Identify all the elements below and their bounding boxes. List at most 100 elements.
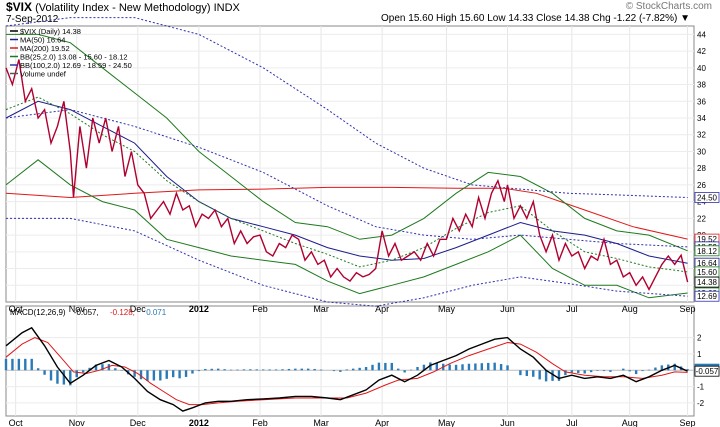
macd-y-tick-label: -2: [697, 399, 705, 408]
macd-histogram-bar: [416, 367, 419, 371]
macd-y-tick-label: 2: [697, 334, 702, 343]
macd-histogram-bar: [673, 363, 676, 371]
macd-histogram-bar: [300, 368, 303, 371]
x-tick-label: 2012: [189, 418, 209, 427]
macd-histogram-bar: [628, 370, 631, 372]
macd-histogram-bar: [197, 370, 201, 372]
macd-histogram-bar: [24, 358, 27, 371]
series-line-macd: [5, 326, 688, 412]
macd-histogram-bar: [641, 370, 644, 372]
y-tick-label: 32: [697, 131, 706, 140]
series-line-bb-25-2-0-lower: [5, 159, 688, 299]
macd-histogram-bar: [171, 370, 175, 378]
macd-histogram-bar: [480, 363, 484, 371]
macd-histogram-bar: [532, 370, 535, 377]
x-tick-label: Dec: [130, 418, 147, 427]
macd-histogram-bar: [114, 368, 117, 371]
series-line-bb-100-2-0-lower: [6, 217, 688, 307]
macd-histogram-bar: [4, 358, 8, 371]
macd-histogram-bar: [223, 369, 226, 371]
legend-entry: MA(50) 16.64: [20, 36, 65, 45]
macd-histogram-bar: [409, 369, 413, 371]
x-tick-label: Feb: [252, 304, 268, 314]
macd-histogram-bar: [56, 370, 59, 384]
value-tag: [694, 276, 720, 288]
x-tick-label: Jun: [500, 304, 515, 314]
x-tick-label: Feb: [252, 418, 268, 427]
x-tick-label: Nov: [69, 418, 86, 427]
macd-histogram-bar: [377, 362, 381, 371]
series-line-bb-100-2-0-middle: [5, 109, 688, 248]
y-tick-label: 28: [697, 164, 706, 173]
macd-legend-entry: -0.128,: [110, 308, 135, 317]
x-tick-label: Oct: [9, 418, 24, 427]
exchange: INDX: [213, 2, 240, 14]
macd-histogram-bar: [261, 369, 265, 371]
macd-histogram-bar: [36, 368, 40, 371]
macd-histogram-bar: [538, 370, 541, 380]
y-tick-label: 30: [697, 147, 706, 156]
macd-y-tick-label: -1: [697, 383, 705, 392]
macd-histogram-bar: [564, 370, 567, 376]
macd-histogram-bar: [204, 368, 207, 371]
macd-histogram-bar: [448, 364, 451, 371]
x-tick-label: Apr: [375, 304, 389, 314]
value-tag-text: -0.057: [696, 367, 719, 376]
macd-histogram-bar: [81, 370, 85, 373]
chart-header: $VIX (Volatility Index - New Methodology…: [6, 0, 240, 14]
symbol: $VIX: [6, 0, 33, 14]
macd-histogram-bar: [43, 370, 46, 375]
legend-entry: BB(100,2.0) 12.69 - 18.59 - 24.50: [20, 61, 132, 70]
macd-histogram-bar: [216, 368, 220, 371]
macd-histogram-bar: [242, 369, 246, 371]
quote-summary: Open 15.60 High 15.60 Low 14.33 Close 14…: [381, 13, 690, 24]
macd-histogram-bar: [454, 364, 458, 371]
macd-legend-entry: 0.071: [146, 308, 167, 317]
macd-histogram-bar: [519, 370, 522, 376]
macd-histogram-bar: [461, 364, 464, 371]
x-tick-label: Oct: [9, 304, 24, 314]
macd-histogram-bar: [255, 369, 258, 371]
y-tick-label: 36: [697, 97, 706, 106]
x-tick-label: Jul: [566, 418, 578, 427]
value-tag-text: 12.69: [697, 292, 718, 301]
macd-histogram-bar: [332, 370, 336, 372]
macd-histogram-bar: [467, 363, 471, 371]
macd-histogram-bar: [487, 362, 490, 371]
x-tick-label: Jun: [500, 418, 515, 427]
macd-histogram-bar: [139, 370, 143, 380]
x-tick-label: Nov: [69, 304, 86, 314]
value-tag-text: 19.52: [697, 235, 718, 244]
legend-entry: Volume undef: [20, 70, 67, 79]
macd-histogram-bar: [30, 358, 33, 371]
macd-legend-entry: -0.057,: [74, 308, 99, 317]
macd-histogram-bar: [654, 367, 657, 371]
value-tag: [694, 192, 720, 203]
macd-histogram-bar: [178, 370, 181, 379]
macd-histogram-bar: [609, 370, 612, 372]
macd-histogram-bar: [493, 362, 496, 371]
macd-y-tick-label: 1: [697, 350, 702, 359]
series-line-ma-200-: [5, 186, 688, 240]
macd-histogram-bar: [589, 370, 593, 373]
macd-histogram-bar: [499, 364, 503, 371]
macd-histogram-bar: [210, 368, 213, 371]
x-tick-label: Sep: [680, 418, 696, 427]
macd-histogram-bar: [345, 369, 348, 371]
symbol-name: (Volatility Index - New Methodology): [35, 2, 211, 14]
value-tag-text: 18.12: [697, 247, 718, 256]
series-line--vix-daily-: [5, 59, 689, 292]
macd-histogram-bar: [647, 369, 651, 371]
macd-histogram-bar: [69, 370, 72, 386]
x-tick-label: Dec: [130, 304, 147, 314]
macd-histogram-bar: [634, 370, 638, 375]
date-label: 7-Sep-2012: [6, 14, 59, 25]
macd-histogram-bar: [17, 358, 21, 371]
macd-histogram-bar: [686, 369, 689, 371]
legend-entry: MA(200) 19.52: [20, 44, 70, 53]
macd-histogram-bar: [596, 370, 599, 371]
macd-histogram-bar: [274, 369, 278, 371]
macd-histogram-bar: [229, 369, 233, 371]
macd-histogram-bar: [525, 370, 529, 376]
value-tag-text: 24.50: [697, 193, 718, 202]
